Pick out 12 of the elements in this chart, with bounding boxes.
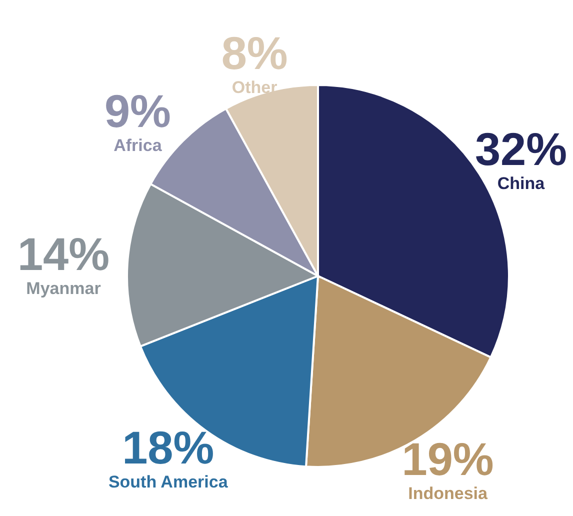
slice-label: China <box>497 174 546 194</box>
data-label: 18% <box>122 422 214 474</box>
data-label: 19% <box>402 433 494 486</box>
data-label: 14% <box>17 228 110 280</box>
data-label: 32% <box>474 123 568 176</box>
slice-label: Africa <box>114 136 162 156</box>
slice-label: Myanmar <box>26 279 102 298</box>
slice-label: Other <box>232 78 278 97</box>
data-label: 9% <box>104 85 171 138</box>
slice-label: Indonesia <box>408 484 488 504</box>
data-label: 8% <box>221 26 288 79</box>
slice-label: South America <box>108 472 228 492</box>
